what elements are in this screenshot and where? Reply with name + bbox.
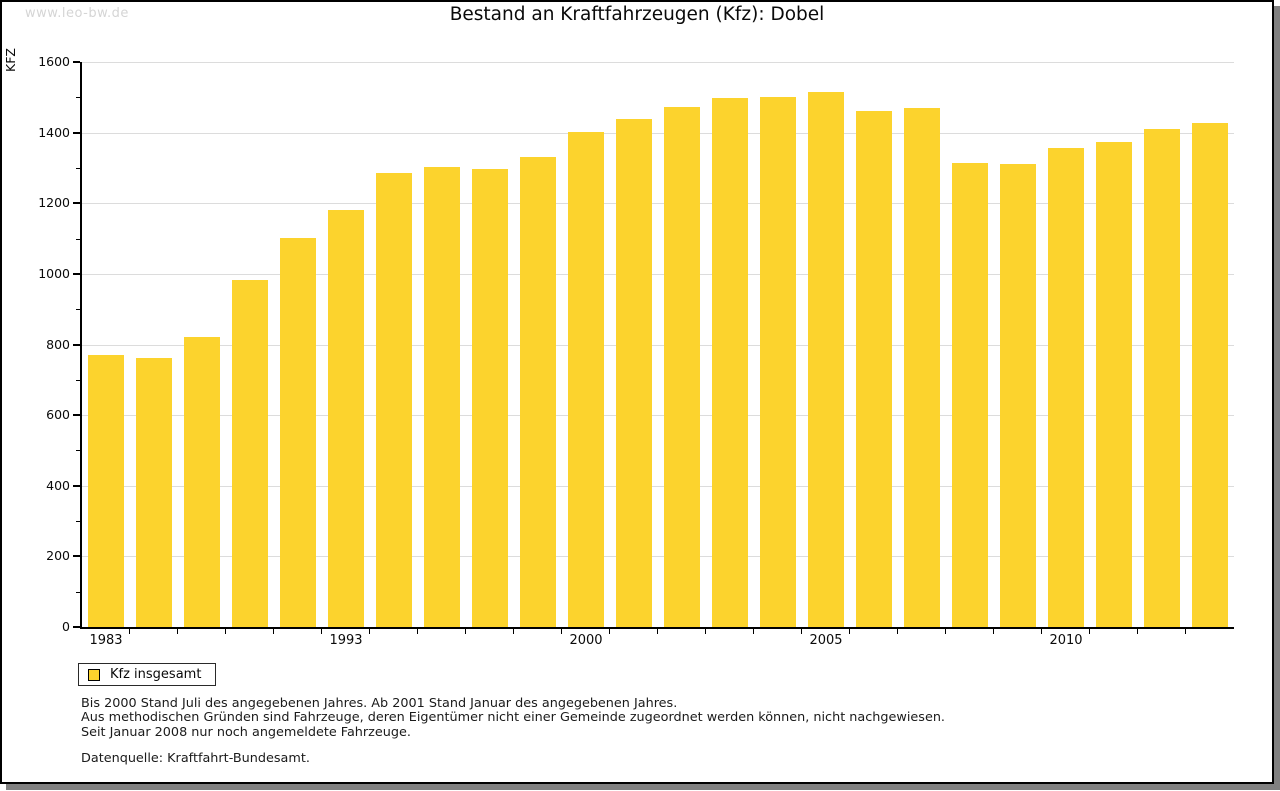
bar-14: [712, 97, 748, 627]
x-tick-14: [753, 629, 754, 634]
bar-12: [616, 119, 652, 627]
gridline-200: [82, 556, 1234, 558]
bar-11: [568, 131, 604, 627]
x-tick-2: [177, 629, 178, 634]
bar-13: [664, 107, 700, 627]
y-tick-200: [73, 555, 80, 558]
y-minor-tick-100: [76, 591, 80, 593]
bar-8: [424, 166, 460, 627]
y-tick-label-1600: 1600: [38, 54, 70, 69]
x-tick-23: [1185, 629, 1186, 634]
bar-4: [232, 280, 268, 627]
x-tick-label-1983: 1983: [89, 633, 123, 648]
x-tick-21: [1089, 629, 1090, 634]
footnote-line-3: Seit Januar 2008 nur noch angemeldete Fa…: [81, 724, 411, 740]
x-tick-label-1993: 1993: [329, 633, 363, 648]
x-tick-19: [993, 629, 994, 634]
bar-9: [472, 169, 508, 627]
bar-20: [1000, 163, 1036, 627]
gridline-1400: [82, 132, 1234, 134]
chart-title: Bestand an Kraftfahrzeugen (Kfz): Dobel: [449, 4, 825, 25]
data-source-note: Datenquelle: Kraftfahrt-Bundesamt.: [81, 751, 310, 766]
y-tick-label-1400: 1400: [38, 124, 70, 140]
bar-21: [1048, 147, 1084, 627]
x-tick-16: [849, 629, 850, 634]
watermark: www.leo-bw.de: [25, 6, 129, 21]
y-tick-label-1000: 1000: [38, 265, 70, 281]
y-minor-tick-1300: [76, 167, 80, 169]
bar-24: [1192, 122, 1228, 627]
bar-6: [328, 209, 364, 627]
gridline-1200: [82, 203, 1234, 205]
y-tick-label-600: 600: [46, 407, 70, 423]
y-minor-tick-300: [76, 521, 80, 523]
gridline-600: [82, 415, 1234, 417]
bar-7: [376, 173, 412, 627]
x-tick-label-2000: 2000: [569, 633, 603, 648]
y-minor-tick-1500: [76, 97, 80, 99]
bar-19: [952, 162, 988, 627]
y-minor-tick-500: [76, 450, 80, 452]
bar-2: [136, 357, 172, 627]
x-tick-6: [369, 629, 370, 634]
y-tick-label-1200: 1200: [38, 195, 70, 211]
x-tick-12: [657, 629, 658, 634]
y-tick-1600: [73, 61, 80, 63]
gridline-1000: [82, 273, 1234, 275]
footnotes: Bis 2000 Stand Juli des angegebenen Jahr…: [81, 696, 945, 740]
x-tick-8: [465, 629, 466, 634]
legend-label: Kfz insgesamt: [110, 667, 202, 682]
y-tick-1200: [73, 202, 80, 205]
x-tick-label-2010: 2010: [1049, 633, 1083, 648]
y-tick-label-800: 800: [46, 336, 70, 352]
bar-23: [1144, 129, 1180, 627]
footnote-line-2: Aus methodischen Gründen sind Fahrzeuge,…: [81, 710, 945, 726]
gridline-1600: [82, 62, 1234, 63]
y-minor-tick-1100: [76, 238, 80, 240]
x-tick-10: [561, 629, 562, 634]
bar-18: [904, 107, 940, 627]
y-axis-line: [80, 62, 82, 629]
x-tick-4: [273, 629, 274, 634]
x-tick-1: [129, 629, 130, 634]
y-tick-600: [73, 414, 80, 417]
x-tick-18: [945, 629, 946, 634]
gridline-800: [82, 344, 1234, 346]
x-tick-label-2005: 2005: [809, 633, 843, 648]
y-tick-800: [73, 343, 80, 346]
x-tick-7: [417, 629, 418, 634]
bar-16: [808, 92, 844, 627]
y-tick-label-200: 200: [46, 548, 70, 564]
x-tick-20: [1041, 629, 1042, 634]
bar-1: [88, 355, 124, 627]
x-tick-13: [705, 629, 706, 634]
bar-17: [856, 111, 892, 627]
bar-3: [184, 336, 220, 627]
x-axis-line: [80, 627, 1234, 629]
bar-22: [1096, 141, 1132, 627]
x-tick-17: [897, 629, 898, 634]
y-tick-label-400: 400: [46, 477, 70, 493]
x-tick-22: [1137, 629, 1138, 634]
footnote-line-1: Bis 2000 Stand Juli des angegebenen Jahr…: [81, 696, 678, 711]
x-tick-9: [513, 629, 514, 634]
y-tick-1400: [73, 131, 80, 134]
y-tick-1000: [73, 272, 80, 275]
gridline-400: [82, 485, 1234, 487]
legend-color-swatch: [88, 668, 100, 681]
bar-5: [280, 237, 316, 627]
bar-15: [760, 96, 796, 627]
y-tick-label-0: 0: [62, 619, 70, 634]
y-tick-400: [73, 484, 80, 487]
x-tick-5: [321, 629, 322, 634]
bar-10: [520, 157, 556, 627]
x-tick-15: [801, 629, 802, 634]
x-tick-11: [609, 629, 610, 634]
x-tick-3: [225, 629, 226, 634]
y-minor-tick-700: [76, 379, 80, 381]
y-tick-0: [73, 626, 80, 628]
legend: Kfz insgesamt: [78, 663, 217, 686]
y-minor-tick-900: [76, 309, 80, 311]
